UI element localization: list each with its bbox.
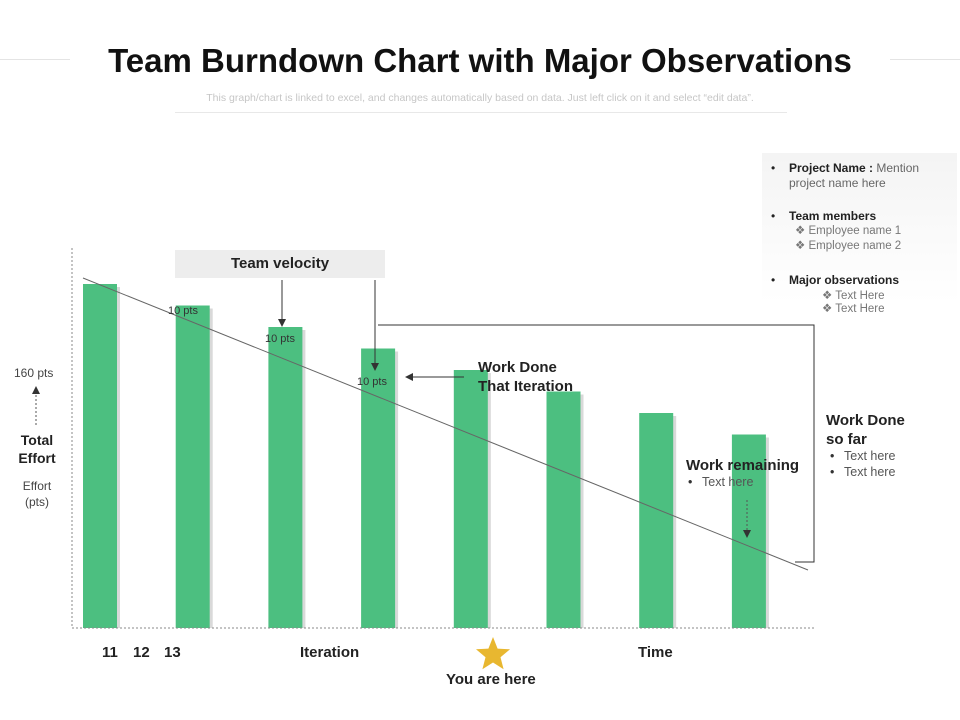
- ideal-burndown-line: [82, 277, 809, 571]
- team-member-2: ❖ Employee name 2: [795, 240, 902, 252]
- iteration-axis-label: Iteration: [300, 644, 360, 661]
- velocity-pts-3: 10 pts: [357, 376, 387, 388]
- page-title: Team Burndown Chart with Major Observati…: [108, 42, 852, 79]
- team-member-1: ❖ Employee name 1: [795, 225, 902, 237]
- title-decoration-right: [890, 59, 960, 61]
- axis-number-2: 12: [133, 644, 150, 661]
- work-done-so-far-bracket: [378, 324, 815, 563]
- team-members-label: Team members: [789, 209, 877, 223]
- project-info-panel: • Project Name : Mention project name he…: [762, 153, 957, 303]
- bar-6[interactable]: [546, 391, 581, 629]
- team-velocity-label: Team velocity: [175, 250, 385, 278]
- project-name-label: Project Name :: [789, 161, 874, 175]
- velocity-pts-2: 10 pts: [265, 333, 295, 345]
- bar-3[interactable]: [268, 327, 303, 628]
- bar-2[interactable]: [175, 305, 210, 629]
- velocity-pts-1: 10 pts: [168, 305, 198, 317]
- work-done-so-far-label: Work Done so far: [826, 412, 905, 448]
- you-are-here-label: You are here: [446, 671, 536, 688]
- bar-1[interactable]: [83, 284, 117, 628]
- project-name-value: Mention project name here: [789, 161, 920, 190]
- major-observations-label: Major observations: [789, 273, 900, 287]
- total-effort-label: Total Effort: [18, 432, 56, 466]
- axis-number-1: 11: [102, 644, 118, 661]
- work-done-so-far-item-2: Text here: [828, 464, 895, 480]
- star-icon: [476, 637, 510, 670]
- page-subtitle: This graph/chart is linked to excel, and…: [206, 92, 754, 104]
- observation-1: ❖ Text Here: [822, 290, 885, 302]
- total-pts-label: 160 pts: [14, 366, 54, 380]
- effort-unit-label: Effort (pts): [22, 479, 52, 509]
- bar-4[interactable]: [361, 348, 396, 629]
- work-remaining-item: Text here: [686, 474, 753, 490]
- bar-7[interactable]: [639, 413, 674, 628]
- subtitle-divider: [175, 112, 787, 113]
- work-done-iteration-label: Work Done That Iteration: [478, 359, 574, 395]
- work-remaining-label: Work remaining: [686, 457, 800, 474]
- title-decoration-left: [0, 59, 70, 61]
- axis-number-3: 13: [164, 644, 181, 661]
- time-axis-label: Time: [638, 644, 673, 661]
- observation-2: ❖ Text Here: [822, 303, 885, 315]
- bar-5[interactable]: [453, 370, 488, 628]
- bars-group: [83, 284, 769, 628]
- work-done-so-far-item-1: Text here: [828, 448, 895, 464]
